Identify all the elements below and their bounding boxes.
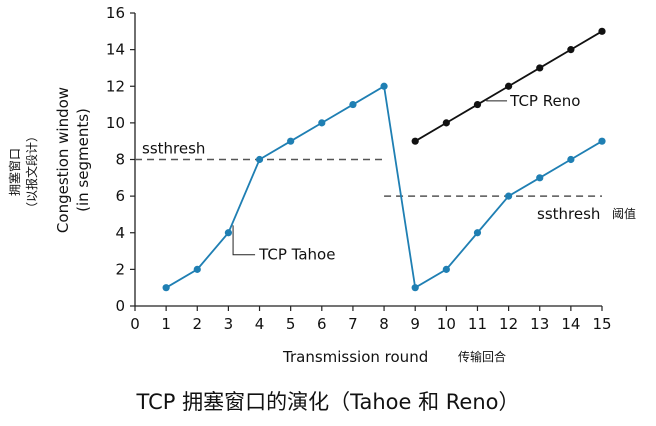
tahoe-point — [349, 100, 357, 109]
y-axis-title-cn-line-2: （以报文段计） — [24, 130, 39, 214]
y-axis-title-cn-line-1: 拥塞窗口 — [7, 148, 22, 196]
x-tick-label: 15 — [592, 315, 611, 333]
x-tick-label: 8 — [379, 315, 389, 333]
reno-point — [598, 27, 606, 35]
tahoe-line — [165, 84, 603, 290]
ssthresh-label: ssthresh — [142, 140, 205, 158]
ssthresh-label: ssthresh — [537, 205, 600, 223]
y-tick-label: 16 — [106, 4, 125, 22]
tahoe-point — [411, 284, 419, 292]
labels: Transmission round 传输回合 Congestion windo… — [7, 87, 580, 366]
x-tick-label: 14 — [561, 315, 580, 333]
x-tick-label: 5 — [286, 315, 296, 333]
tahoe-point — [598, 137, 606, 145]
tahoe-point — [255, 155, 264, 164]
x-tick-label: 4 — [255, 315, 265, 333]
figure-caption: TCP 拥塞窗口的演化（Tahoe 和 Reno） — [136, 390, 520, 414]
x-axis-title: Transmission round — [282, 348, 428, 366]
tahoe-point — [505, 192, 513, 200]
tahoe-point — [224, 229, 232, 237]
reno-point — [442, 119, 450, 127]
ssthresh-label-cn: 阈值 — [612, 206, 636, 221]
x-axis-title-cn: 传输回合 — [458, 349, 506, 364]
reno-point — [567, 46, 575, 54]
tahoe-leader-line — [232, 225, 256, 256]
tahoe-point — [567, 155, 575, 164]
reno-point — [505, 82, 513, 90]
x-tick-label: 11 — [468, 315, 487, 333]
reno-point — [411, 137, 419, 145]
reno-series-label: TCP Reno — [509, 92, 580, 110]
y-tick-label: 4 — [115, 224, 125, 242]
y-tick-label: 14 — [106, 41, 125, 59]
reno-point — [473, 100, 482, 109]
ssthresh-lines: ssthresh ssthresh 阈值 — [135, 140, 636, 223]
x-tick-label: 9 — [410, 315, 420, 333]
y-tick-label: 0 — [115, 297, 125, 315]
y-axis-title-line-1: Congestion window — [54, 87, 72, 233]
y-tick-label: 6 — [115, 187, 125, 205]
y-tick-label: 10 — [106, 114, 125, 132]
y-tick-label: 8 — [115, 151, 125, 169]
reno-point — [536, 64, 544, 72]
x-tick-label: 12 — [499, 315, 518, 333]
y-tick-label: 2 — [115, 260, 125, 278]
tahoe-point — [473, 229, 482, 237]
tahoe-point — [193, 265, 201, 273]
x-tick-label: 13 — [530, 315, 549, 333]
x-tick-label: 10 — [437, 315, 456, 333]
tahoe-point — [536, 174, 544, 182]
x-tick-label: 2 — [192, 315, 202, 333]
tahoe-point — [162, 284, 170, 292]
tahoe-point — [287, 137, 295, 145]
x-tick-label: 6 — [317, 315, 327, 333]
x-tick-label: 1 — [161, 315, 171, 333]
tahoe-point — [318, 119, 326, 127]
series — [162, 27, 606, 292]
x-tick-label: 7 — [348, 315, 358, 333]
y-axis-title-line-2: (in segments) — [74, 108, 92, 212]
x-tick-label: 0 — [130, 315, 140, 333]
tahoe-point — [380, 82, 388, 90]
tahoe-point — [442, 265, 450, 273]
tahoe-series-label: TCP Tahoe — [258, 246, 335, 264]
y-tick-label: 12 — [106, 77, 125, 95]
reno-leader-line — [486, 99, 508, 102]
x-tick-label: 3 — [224, 315, 234, 333]
